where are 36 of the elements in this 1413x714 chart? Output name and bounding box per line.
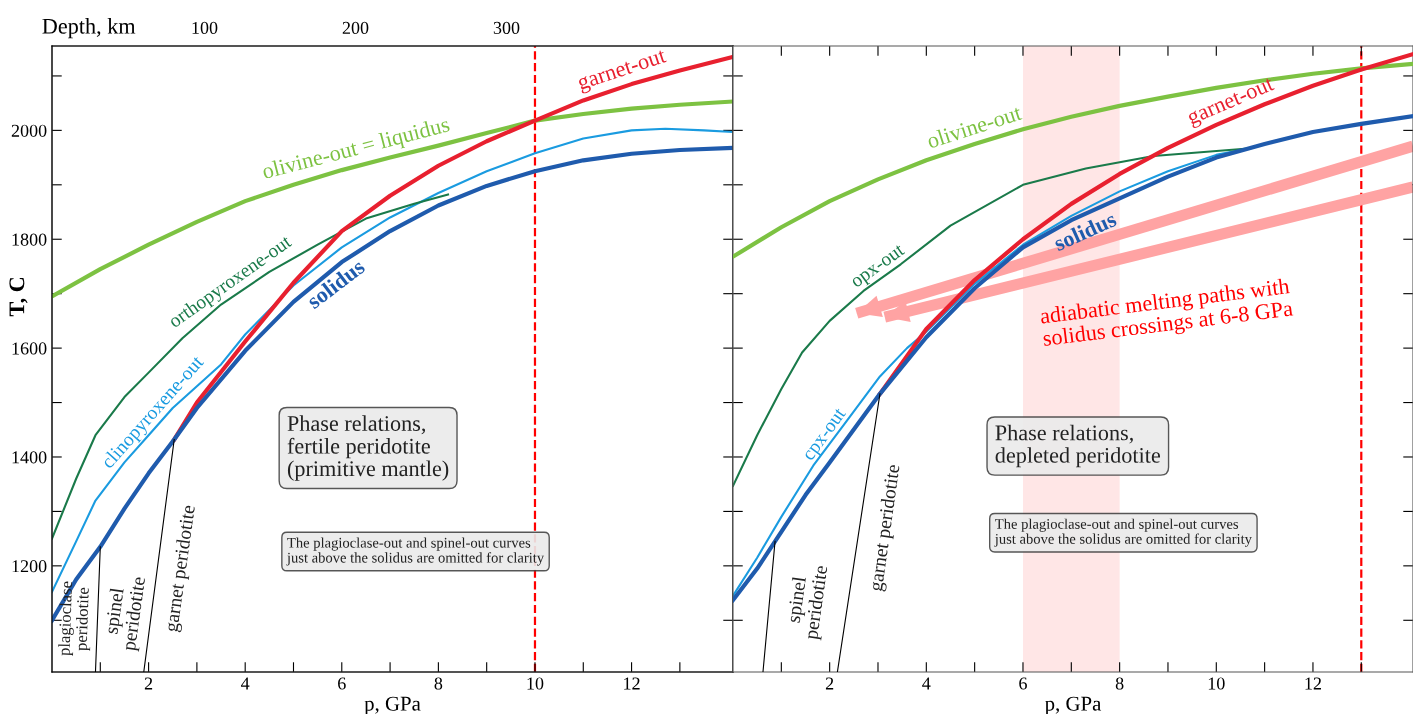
annotation: Phase relations, fertile peridotite (primitive mantle) bbox=[287, 415, 449, 481]
y-tick-label: 1600 bbox=[12, 342, 47, 355]
y-tick-label: 1800 bbox=[12, 233, 47, 246]
x2-tick-label: 100 bbox=[192, 21, 218, 34]
x-tick-label: 8 bbox=[434, 677, 443, 690]
x-axis-title: p, GPa bbox=[364, 696, 421, 714]
annotation: garnet peridotite bbox=[163, 504, 199, 633]
x2-axis-title: Depth, km bbox=[42, 18, 136, 39]
x-tick-label: 10 bbox=[527, 677, 544, 690]
x2-tick-label: 200 bbox=[342, 21, 369, 34]
x-tick-label: 8 bbox=[1115, 677, 1124, 690]
y-axis-title: T, C bbox=[9, 277, 28, 317]
annotation: adiabatic melting paths with solidus crossings at 6-8 GPa bbox=[1039, 277, 1294, 351]
x-tick-label: 2 bbox=[825, 677, 834, 690]
x-tick-label: 4 bbox=[241, 677, 250, 690]
annotation: The plagioclase-out and spinel-out curves just above the solidus are omitted for clarity bbox=[994, 518, 1252, 547]
x2-tick-label: 300 bbox=[493, 21, 520, 34]
annotation: The plagioclase-out and spinel-out curves just above the solidus are omitted for clarity bbox=[286, 537, 545, 566]
annotation: spinel peridotite bbox=[103, 576, 150, 652]
x-tick-label: 2 bbox=[144, 677, 153, 690]
x-tick-label: 4 bbox=[922, 677, 931, 690]
y-tick-label: 1200 bbox=[12, 560, 47, 573]
x-tick-label: 6 bbox=[338, 677, 346, 690]
y-tick-label: 1400 bbox=[12, 451, 47, 464]
x-tick-label: 10 bbox=[1208, 677, 1225, 690]
text: solidus bbox=[1052, 210, 1118, 252]
x-tick-label: 12 bbox=[1305, 677, 1321, 690]
text: olivine-out = liquidus bbox=[261, 115, 452, 184]
annotation: garnet peridotite bbox=[868, 464, 904, 592]
y-tick-label: 2000 bbox=[11, 124, 47, 137]
x-tick-label: 12 bbox=[624, 677, 640, 690]
annotation: Phase relations, depleted peridotite bbox=[995, 424, 1161, 468]
x-tick-label: 6 bbox=[1019, 677, 1027, 690]
x-axis-title: p, GPa bbox=[1044, 696, 1102, 714]
annotation: spinel peridotite bbox=[786, 565, 832, 641]
annotation: plagioclase peridotite bbox=[57, 581, 93, 656]
